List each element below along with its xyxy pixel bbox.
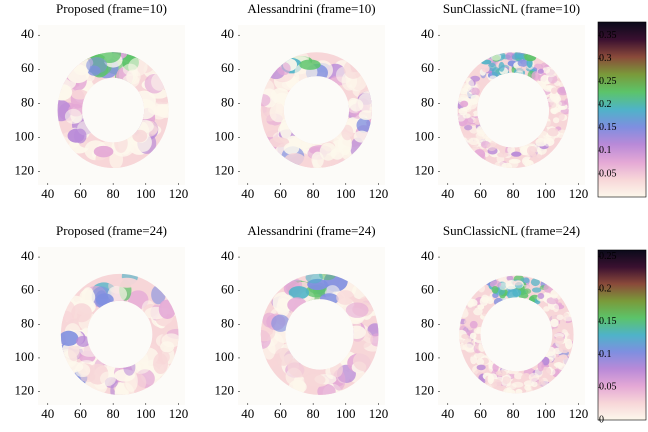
x-tick-label: 120 xyxy=(169,406,189,421)
x-tick-label: 40 xyxy=(441,406,454,421)
colorbar-tick-label: 0.15 xyxy=(599,122,617,133)
panel-title: SunClassicNL (frame=10) xyxy=(443,1,580,16)
colorbar-tick-label: 0.05 xyxy=(599,382,617,393)
y-tick-label: 60 xyxy=(21,60,34,75)
y-tick-label: 40 xyxy=(221,248,234,263)
x-tick-label: 80 xyxy=(307,186,320,201)
y-tick-label: 60 xyxy=(221,282,234,297)
x-tick-label: 80 xyxy=(507,186,520,201)
ring-image xyxy=(459,275,574,394)
colorbar: 0 0.05 0.1 0.15 0.2 0.25 xyxy=(597,249,647,425)
colorbar: 0.05 0.1 0.15 0.2 0.25 0.3 0.35 xyxy=(597,21,647,198)
ring-image xyxy=(57,52,169,168)
colorbar-tick-label: 0 xyxy=(599,414,604,425)
colorbar-scale xyxy=(597,21,647,198)
y-tick-label: 120 xyxy=(15,383,35,398)
panel-title: Proposed (frame=24) xyxy=(56,223,167,238)
y-tick-label: 80 xyxy=(421,315,434,330)
x-tick-label: 100 xyxy=(336,406,356,421)
colorbar-tick-label: 0.2 xyxy=(599,99,612,110)
x-tick-label: 60 xyxy=(74,406,87,421)
y-tick-label: 100 xyxy=(215,349,235,364)
y-tick-label: 80 xyxy=(21,94,34,109)
x-tick-label: 40 xyxy=(241,406,254,421)
y-tick-label: 120 xyxy=(215,162,235,177)
x-tick-label: 120 xyxy=(369,406,389,421)
x-tick-label: 80 xyxy=(107,186,120,201)
colorbar-tick-label: 0.1 xyxy=(599,145,612,156)
colorbar-tick-label: 0.05 xyxy=(599,168,617,179)
y-tick-label: 40 xyxy=(421,248,434,263)
y-tick-label: 120 xyxy=(215,383,235,398)
y-tick-label: 100 xyxy=(415,349,435,364)
y-tick-label: 40 xyxy=(421,26,434,41)
colorbar-scale xyxy=(597,249,647,421)
y-tick-label: 60 xyxy=(221,60,234,75)
x-tick-label: 60 xyxy=(474,406,487,421)
y-tick-label: 100 xyxy=(215,128,235,143)
colorbar-tick-label: 0.2 xyxy=(599,284,612,295)
colorbar-tick-label: 0.15 xyxy=(599,316,617,327)
x-tick-label: 40 xyxy=(41,186,54,201)
x-tick-label: 100 xyxy=(136,186,156,201)
x-tick-label: 60 xyxy=(74,186,87,201)
x-tick-label: 80 xyxy=(107,406,120,421)
x-tick-label: 120 xyxy=(169,186,189,201)
colorbar-tick-label: 0.25 xyxy=(599,76,617,87)
x-tick-label: 100 xyxy=(536,186,556,201)
x-tick-label: 40 xyxy=(441,186,454,201)
x-tick-label: 40 xyxy=(41,406,54,421)
x-tick-label: 100 xyxy=(536,406,556,421)
y-tick-label: 60 xyxy=(421,282,434,297)
x-tick-label: 120 xyxy=(369,186,389,201)
panel-title: Alessandrini (frame=24) xyxy=(247,223,375,238)
y-tick-label: 40 xyxy=(21,248,34,263)
y-tick-label: 120 xyxy=(415,162,435,177)
colorbar-tick-label: 0.1 xyxy=(599,349,612,360)
y-tick-label: 60 xyxy=(421,60,434,75)
x-tick-label: 60 xyxy=(474,186,487,201)
x-tick-label: 100 xyxy=(336,186,356,201)
x-tick-label: 100 xyxy=(136,406,156,421)
colorbar-tick-label: 0.25 xyxy=(599,251,617,262)
y-tick-label: 80 xyxy=(21,315,34,330)
colorbar-tick-label: 0.35 xyxy=(599,30,617,41)
colorbar-tick-label: 0.3 xyxy=(599,53,612,64)
x-tick-label: 60 xyxy=(274,406,287,421)
x-tick-label: 120 xyxy=(569,406,589,421)
y-tick-label: 80 xyxy=(221,315,234,330)
y-tick-label: 120 xyxy=(15,162,35,177)
y-tick-label: 120 xyxy=(415,383,435,398)
x-tick-label: 60 xyxy=(274,186,287,201)
y-tick-label: 80 xyxy=(221,94,234,109)
y-tick-label: 40 xyxy=(221,26,234,41)
y-tick-label: 40 xyxy=(21,26,34,41)
y-tick-label: 100 xyxy=(415,128,435,143)
y-tick-label: 100 xyxy=(15,349,35,364)
y-tick-label: 60 xyxy=(21,282,34,297)
y-tick-label: 100 xyxy=(15,128,35,143)
x-tick-label: 80 xyxy=(307,406,320,421)
panel-title: Alessandrini (frame=10) xyxy=(247,1,375,16)
x-tick-label: 80 xyxy=(507,406,520,421)
x-tick-label: 40 xyxy=(241,186,254,201)
x-tick-label: 120 xyxy=(569,186,589,201)
panel-title: Proposed (frame=10) xyxy=(56,1,167,16)
panel-title: SunClassicNL (frame=24) xyxy=(443,223,580,238)
y-tick-label: 80 xyxy=(421,94,434,109)
